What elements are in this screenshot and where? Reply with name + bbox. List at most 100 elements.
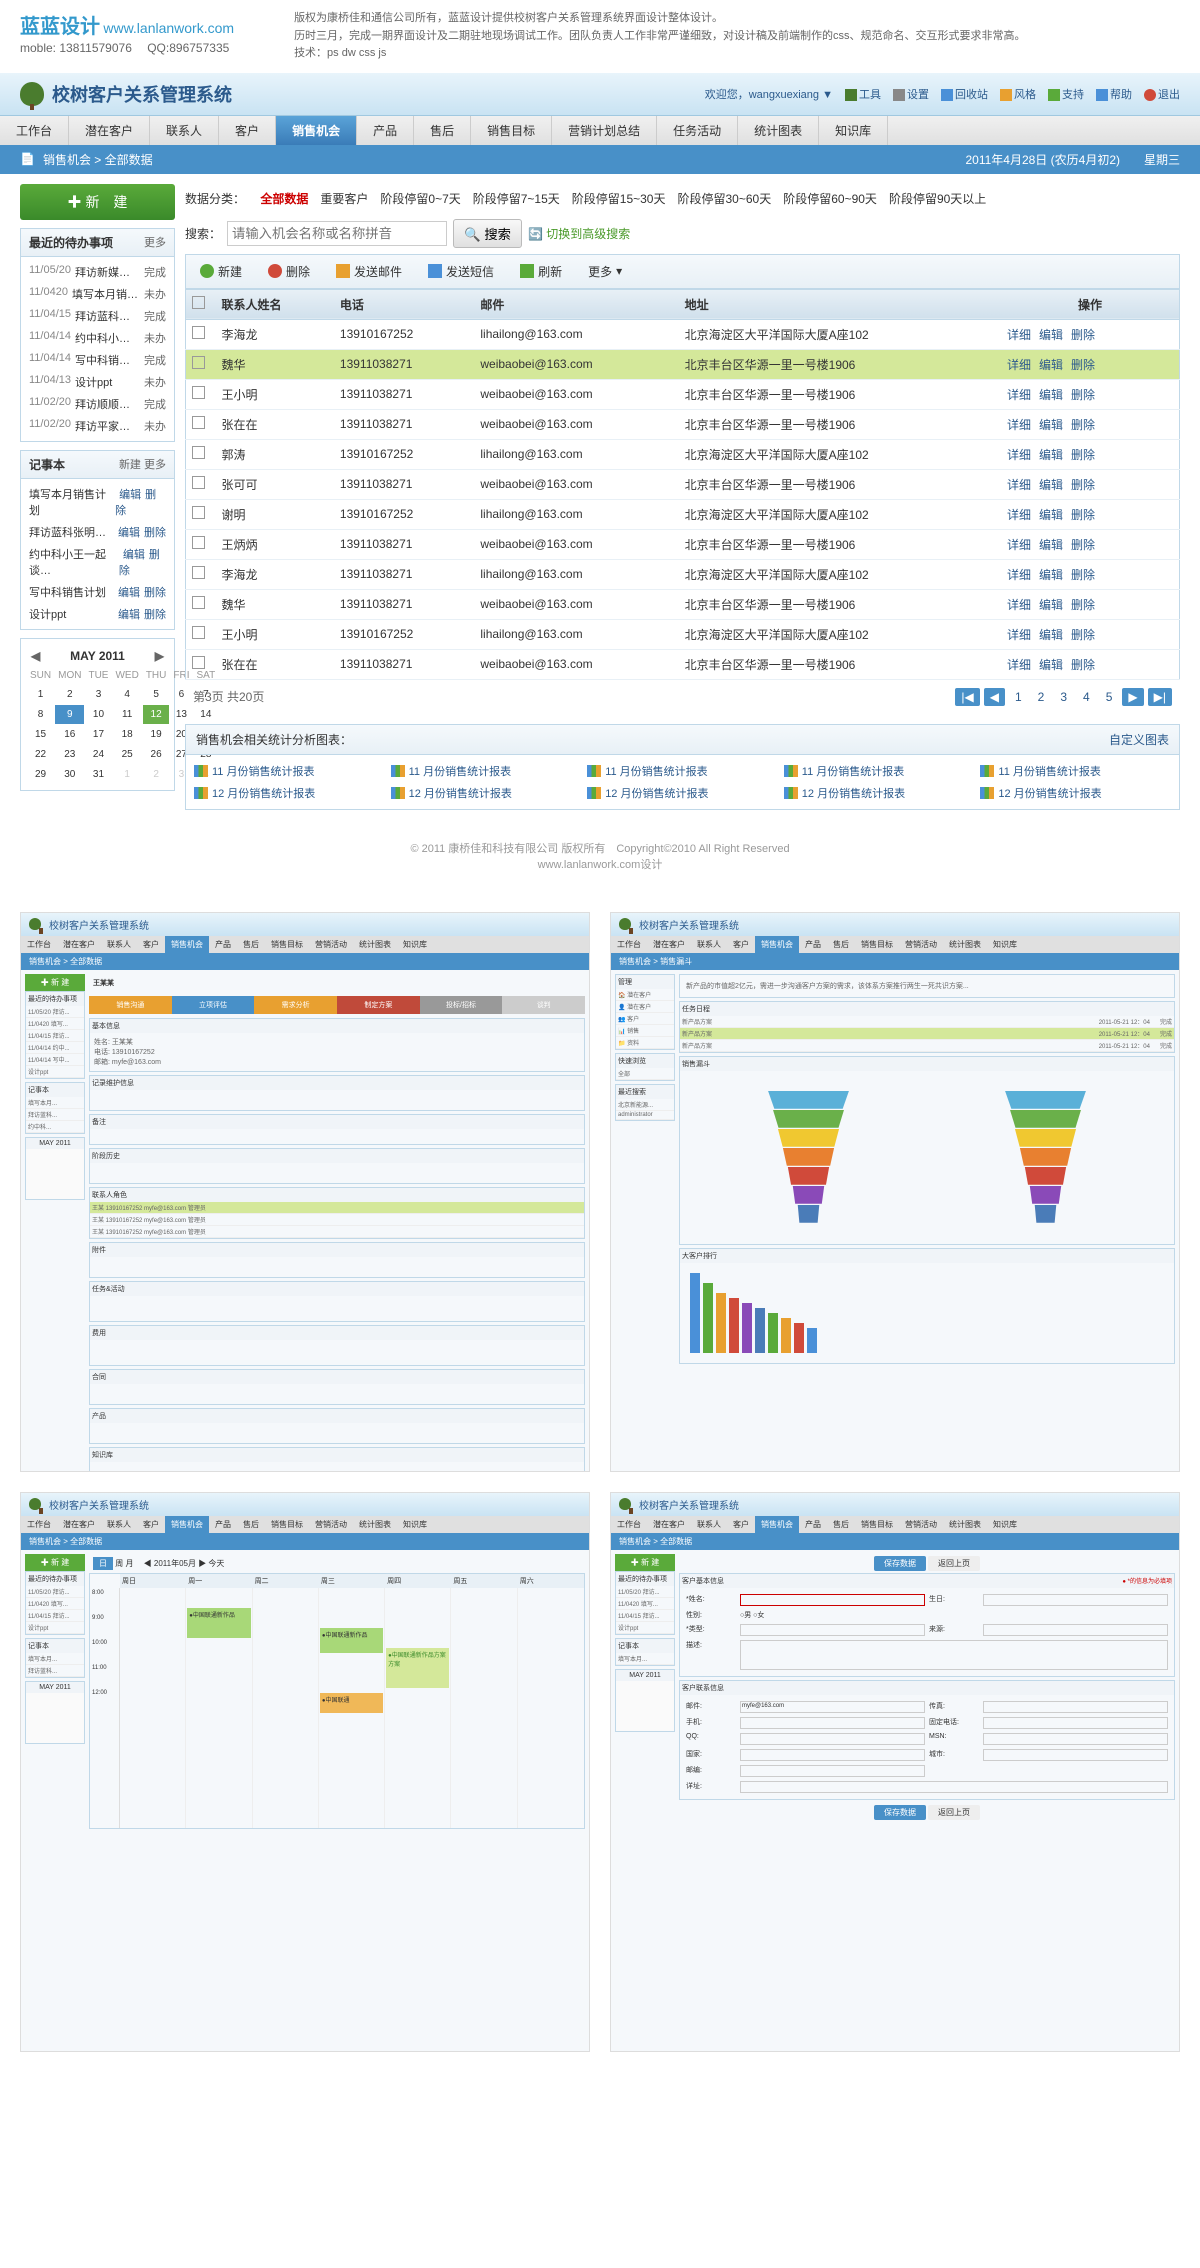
tb-delete[interactable]: 删除 <box>260 261 318 282</box>
cal-day[interactable]: 18 <box>112 725 141 744</box>
filter-item[interactable]: 重要客户 <box>320 192 368 206</box>
stats-item[interactable]: 12 月份销售统计报表 <box>784 785 975 801</box>
row-action[interactable]: 详细 <box>1007 358 1031 372</box>
nav-tab-2[interactable]: 联系人 <box>150 116 219 145</box>
tb-refresh[interactable]: 刷新 <box>512 261 570 282</box>
cal-day[interactable]: 19 <box>143 725 170 744</box>
table-row[interactable]: 王小明13911038271weibaobei@163.com北京丰台区华源一里… <box>186 379 1180 409</box>
table-row[interactable]: 张在在13911038271weibaobei@163.com北京丰台区华源一里… <box>186 649 1180 679</box>
row-action[interactable]: 编辑 <box>1039 598 1063 612</box>
todo-item[interactable]: 11/02/20拜访平家科技王明…未办 <box>25 415 170 437</box>
cal-day[interactable]: 3 <box>85 685 111 704</box>
logo-url[interactable]: www.lanlanwork.com <box>103 20 234 36</box>
cal-day[interactable]: 23 <box>55 745 84 764</box>
nav-tab-3[interactable]: 客户 <box>219 116 276 145</box>
row-action[interactable]: 删除 <box>1071 598 1095 612</box>
row-checkbox[interactable] <box>192 446 205 459</box>
page-num[interactable]: 2 <box>1032 688 1051 706</box>
table-row[interactable]: 张可可13911038271weibaobei@163.com北京丰台区华源一里… <box>186 469 1180 499</box>
cal-day[interactable]: 10 <box>85 705 111 724</box>
table-row[interactable]: 王小明13910167252lihailong@163.com北京海淀区大平洋国… <box>186 619 1180 649</box>
cal-day[interactable]: 9 <box>55 705 84 724</box>
row-action[interactable]: 删除 <box>1071 388 1095 402</box>
row-action[interactable]: 详细 <box>1007 538 1031 552</box>
row-checkbox[interactable] <box>192 476 205 489</box>
filter-item[interactable]: 阶段停留30~60天 <box>678 192 772 206</box>
todo-item[interactable]: 11/04/14写中科销售计划完成 <box>25 349 170 371</box>
table-row[interactable]: 李海龙13911038271lihailong@163.com北京海淀区大平洋国… <box>186 559 1180 589</box>
stats-item[interactable]: 12 月份销售统计报表 <box>587 785 778 801</box>
row-action[interactable]: 删除 <box>1071 478 1095 492</box>
link-support[interactable]: 支持 <box>1048 86 1084 102</box>
table-row[interactable]: 魏华13911038271weibaobei@163.com北京丰台区华源一里一… <box>186 589 1180 619</box>
link-logout[interactable]: 退出 <box>1144 86 1180 102</box>
cal-day[interactable]: 5 <box>143 685 170 704</box>
todo-item[interactable]: 11/0420填写本月销售计划未办 <box>25 283 170 305</box>
cal-day[interactable]: 29 <box>27 765 54 784</box>
row-action[interactable]: 删除 <box>1071 658 1095 672</box>
nav-tab-8[interactable]: 营销计划总结 <box>552 116 657 145</box>
row-action[interactable]: 编辑 <box>1039 388 1063 402</box>
stats-item[interactable]: 11 月份销售统计报表 <box>194 763 385 779</box>
tb-more[interactable]: 更多 ▾ <box>580 261 630 282</box>
cal-day[interactable]: 2 <box>143 765 170 784</box>
todo-item[interactable]: 11/04/15拜访蓝科张明…完成 <box>25 305 170 327</box>
cal-day[interactable]: 11 <box>112 705 141 724</box>
filter-item[interactable]: 阶段停留60~90天 <box>783 192 877 206</box>
row-action[interactable]: 编辑 <box>1039 478 1063 492</box>
cal-next[interactable]: ▶ <box>155 649 164 663</box>
row-action[interactable]: 详细 <box>1007 628 1031 642</box>
cal-day[interactable]: 8 <box>27 705 54 724</box>
link-help[interactable]: 帮助 <box>1096 86 1132 102</box>
row-checkbox[interactable] <box>192 596 205 609</box>
row-action[interactable]: 详细 <box>1007 388 1031 402</box>
todo-item[interactable]: 11/05/20拜访新媒幅特张总完成 <box>25 261 170 283</box>
table-row[interactable]: 王炳炳13911038271weibaobei@163.com北京丰台区华源一里… <box>186 529 1180 559</box>
link-recycle[interactable]: 回收站 <box>941 86 988 102</box>
row-action[interactable]: 删除 <box>1071 538 1095 552</box>
row-checkbox[interactable] <box>192 416 205 429</box>
row-action[interactable]: 编辑 <box>1039 358 1063 372</box>
table-row[interactable]: 李海龙13910167252lihailong@163.com北京海淀区大平洋国… <box>186 319 1180 349</box>
cal-day[interactable]: 17 <box>85 725 111 744</box>
stats-item[interactable]: 11 月份销售统计报表 <box>784 763 975 779</box>
row-action[interactable]: 详细 <box>1007 418 1031 432</box>
page-num[interactable]: 5 <box>1100 688 1119 706</box>
row-action[interactable]: 编辑 <box>1039 328 1063 342</box>
nav-tab-11[interactable]: 知识库 <box>819 116 888 145</box>
nav-tab-5[interactable]: 产品 <box>357 116 414 145</box>
row-action[interactable]: 编辑 <box>1039 418 1063 432</box>
row-action[interactable]: 删除 <box>1071 508 1095 522</box>
row-checkbox[interactable] <box>192 656 205 669</box>
stats-item[interactable]: 11 月份销售统计报表 <box>391 763 582 779</box>
row-action[interactable]: 编辑 <box>1039 658 1063 672</box>
cal-day[interactable]: 1 <box>27 685 54 704</box>
row-action[interactable]: 详细 <box>1007 508 1031 522</box>
nav-tab-4[interactable]: 销售机会 <box>276 116 357 145</box>
row-checkbox[interactable] <box>192 536 205 549</box>
page-first[interactable]: |◀ <box>955 688 979 706</box>
page-num[interactable]: 4 <box>1077 688 1096 706</box>
nav-tab-0[interactable]: 工作台 <box>0 116 69 145</box>
page-prev[interactable]: ◀ <box>984 688 1005 706</box>
row-checkbox[interactable] <box>192 386 205 399</box>
cal-day[interactable]: 22 <box>27 745 54 764</box>
table-row[interactable]: 魏华13911038271weibaobei@163.com北京丰台区华源一里一… <box>186 349 1180 379</box>
cal-day[interactable]: 15 <box>27 725 54 744</box>
row-action[interactable]: 详细 <box>1007 598 1031 612</box>
tb-new[interactable]: 新建 <box>192 261 250 282</box>
table-row[interactable]: 郭涛13910167252lihailong@163.com北京海淀区大平洋国际… <box>186 439 1180 469</box>
todo-item[interactable]: 11/04/14约中科小王一起谈…未办 <box>25 327 170 349</box>
cal-day[interactable]: 24 <box>85 745 111 764</box>
row-action[interactable]: 详细 <box>1007 478 1031 492</box>
notes-new[interactable]: 新建 <box>119 459 141 471</box>
row-action[interactable]: 编辑 <box>1039 628 1063 642</box>
row-action[interactable]: 编辑 <box>1039 538 1063 552</box>
filter-item[interactable]: 阶段停留0~7天 <box>380 192 460 206</box>
nav-tab-10[interactable]: 统计图表 <box>738 116 819 145</box>
search-button[interactable]: 🔍 搜索 <box>453 219 522 248</box>
cal-day[interactable]: 30 <box>55 765 84 784</box>
stats-item[interactable]: 12 月份销售统计报表 <box>391 785 582 801</box>
cal-day[interactable]: 4 <box>112 685 141 704</box>
todo-item[interactable]: 11/04/13设计ppt未办 <box>25 371 170 393</box>
